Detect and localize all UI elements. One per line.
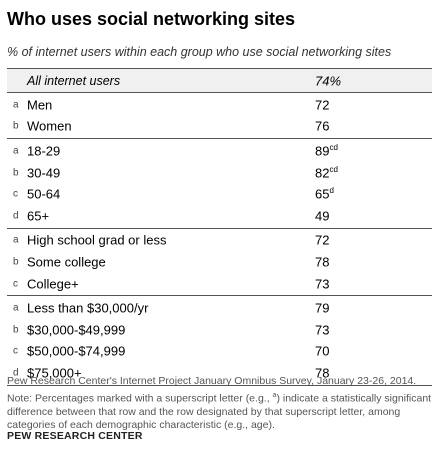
row-letter: d bbox=[13, 367, 19, 379]
note-superscript: a bbox=[272, 391, 277, 399]
row-letter: a bbox=[13, 99, 19, 111]
table-row: b Some college 78 bbox=[7, 251, 432, 273]
row-value: 76 bbox=[315, 119, 329, 134]
row-value: 89cd bbox=[315, 143, 338, 158]
table-row: c 50-64 65d bbox=[7, 183, 432, 205]
value-number: 65 bbox=[315, 186, 330, 202]
row-label: 30-49 bbox=[27, 165, 61, 181]
value-number: 72 bbox=[315, 232, 330, 248]
row-letter: b bbox=[13, 120, 19, 132]
value-number: 76 bbox=[315, 118, 330, 134]
value-number: 78 bbox=[315, 365, 330, 381]
value-number: 73 bbox=[315, 276, 330, 292]
row-label: 50-64 bbox=[27, 186, 61, 202]
row-label: 65+ bbox=[27, 208, 50, 224]
value-number: 73 bbox=[315, 322, 330, 338]
row-label: $50,000-$74,999 bbox=[27, 343, 126, 359]
source-note: Pew Research Center's Internet Project J… bbox=[7, 375, 417, 387]
row-label: Women bbox=[27, 118, 72, 134]
table-row: a 18-29 89cd bbox=[7, 140, 432, 162]
row-value: 78 bbox=[315, 254, 329, 269]
chart-subtitle: % of internet users within each group wh… bbox=[7, 45, 392, 59]
footnotes: Pew Research Center's Internet Project J… bbox=[7, 375, 437, 433]
row-letter: a bbox=[13, 302, 19, 314]
table-row: b 30-49 82cd bbox=[7, 162, 432, 184]
value-number: 78 bbox=[315, 254, 330, 270]
row-value: 78 bbox=[315, 365, 329, 380]
row-letter: a bbox=[13, 145, 19, 157]
row-group: a 18-29 89cd b 30-49 82cd c 50-64 65d d 65+ 49 bbox=[7, 139, 432, 229]
data-table: All internet users 74% a Men 72 b Women 76 a 18… bbox=[7, 68, 432, 386]
row-label: High school grad or less bbox=[27, 232, 167, 248]
table-row: b $30,000-$49,999 73 bbox=[7, 319, 432, 341]
row-value: 72 bbox=[315, 233, 329, 248]
table-header-row: All internet users 74% bbox=[7, 68, 432, 93]
row-label: $30,000-$49,999 bbox=[27, 322, 126, 338]
note-text-end: ) indicate a statistically significant d… bbox=[7, 392, 432, 431]
row-value: 79 bbox=[315, 301, 329, 316]
row-value: 72 bbox=[315, 97, 329, 112]
header-value: 74% bbox=[315, 73, 342, 88]
value-number: 49 bbox=[315, 208, 330, 224]
row-label: Men bbox=[27, 97, 53, 113]
row-label: Some college bbox=[27, 254, 106, 270]
table-row: a Less than $30,000/yr 79 bbox=[7, 297, 432, 319]
significance-superscript: cd bbox=[329, 164, 338, 174]
row-value: 73 bbox=[315, 276, 329, 291]
table-row: b Women 76 bbox=[7, 116, 432, 138]
significance-superscript: d bbox=[329, 186, 334, 196]
row-letter: d bbox=[13, 210, 19, 222]
value-number: 89 bbox=[315, 143, 330, 159]
source-credit: PEW RESEARCH CENTER bbox=[7, 430, 143, 442]
value-number: 82 bbox=[315, 165, 330, 181]
row-value: 49 bbox=[315, 208, 329, 223]
table-row: d 65+ 49 bbox=[7, 205, 432, 227]
table-row: a Men 72 bbox=[7, 94, 432, 116]
row-letter: a bbox=[13, 234, 19, 246]
row-value: 73 bbox=[315, 322, 329, 337]
header-label: All internet users bbox=[27, 73, 121, 88]
value-number: 72 bbox=[315, 97, 330, 113]
significance-superscript: cd bbox=[329, 143, 338, 153]
table-body: a Men 72 b Women 76 a 18-29 89cd b 30-49 82cd c 50-64… bbox=[7, 93, 432, 386]
table-row: c College+ 73 bbox=[7, 273, 432, 295]
row-label: College+ bbox=[27, 276, 79, 292]
row-label: 18-29 bbox=[27, 143, 61, 159]
row-group: a High school grad or less 72 b Some college… bbox=[7, 229, 432, 297]
row-letter: c bbox=[13, 345, 18, 357]
table-row: a High school grad or less 72 bbox=[7, 230, 432, 252]
row-label: Less than $30,000/yr bbox=[27, 300, 149, 316]
value-number: 79 bbox=[315, 300, 330, 316]
table-row: d $75,000+ 78 bbox=[7, 362, 432, 384]
row-letter: c bbox=[13, 278, 18, 290]
significance-note: Note: Percentages marked with a superscr… bbox=[7, 389, 437, 433]
table-row: c $50,000-$74,999 70 bbox=[7, 341, 432, 363]
row-letter: b bbox=[13, 256, 19, 268]
row-label: $75,000+ bbox=[27, 365, 82, 381]
row-letter: b bbox=[13, 167, 19, 179]
row-value: 82cd bbox=[315, 165, 338, 180]
row-value: 70 bbox=[315, 344, 329, 359]
chart-title: Who uses social networking sites bbox=[7, 9, 296, 29]
row-group: a Men 72 b Women 76 bbox=[7, 93, 432, 140]
note-text-start: Note: Percentages marked with a superscr… bbox=[7, 392, 273, 404]
row-letter: c bbox=[13, 188, 18, 200]
value-number: 70 bbox=[315, 343, 330, 359]
row-value: 65d bbox=[315, 187, 334, 202]
row-letter: b bbox=[13, 324, 19, 336]
row-group: a Less than $30,000/yr 79 b $30,000-$49,999 7… bbox=[7, 296, 432, 386]
